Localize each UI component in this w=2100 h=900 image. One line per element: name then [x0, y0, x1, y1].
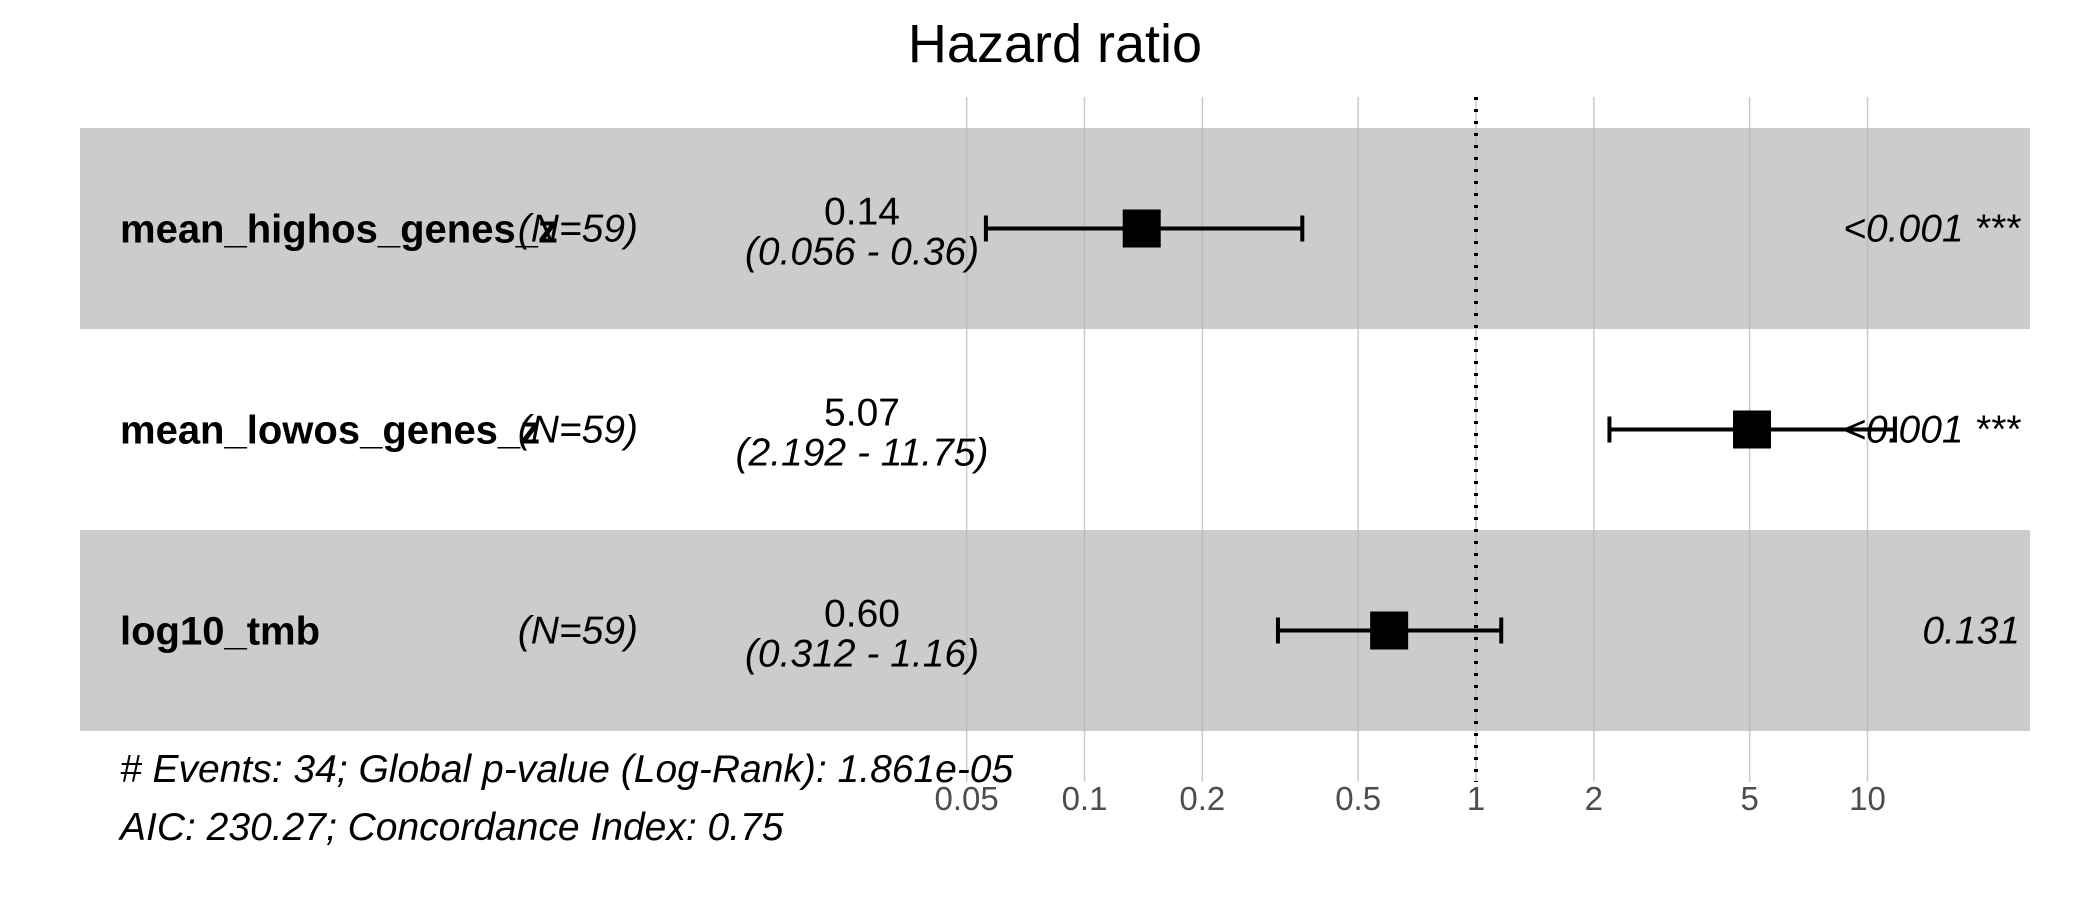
ci-label: (0.312 - 1.16) — [745, 633, 979, 676]
x-tick-label: 0.2 — [1179, 780, 1225, 817]
footnote-aic: AIC: 230.27; Concordance Index: 0.75 — [118, 806, 784, 849]
ci-label: (2.192 - 11.75) — [736, 432, 989, 475]
hr-value: 0.60 — [824, 593, 900, 636]
forest-row: mean_lowos_genes_z(N=59) 5.07(2.192 - 11.… — [120, 392, 2022, 475]
variable-label: mean_lowos_genes_z — [120, 409, 540, 453]
x-tick-label: 2 — [1585, 780, 1603, 817]
n-label: (N=59) — [518, 409, 638, 452]
n-label: (N=59) — [518, 610, 638, 653]
x-tick-label: 10 — [1849, 780, 1886, 817]
p-value: <0.001 *** — [1843, 208, 2022, 251]
hr-marker — [1733, 410, 1772, 449]
variable-label: mean_highos_genes_z — [120, 208, 558, 252]
ci-label: (0.056 - 0.36) — [745, 231, 979, 274]
rows: mean_highos_genes_z(N=59) 0.14(0.056 - 0.… — [120, 191, 2022, 676]
hr-value: 0.14 — [824, 191, 900, 234]
x-tick-label: 5 — [1740, 780, 1758, 817]
footnote-events: # Events: 34; Global p-value (Log-Rank):… — [120, 748, 1014, 791]
forest-row: mean_highos_genes_z(N=59) 0.14(0.056 - 0.… — [120, 191, 2022, 274]
variable-label: log10_tmb — [120, 610, 320, 654]
hr-value: 5.07 — [824, 392, 900, 435]
p-value: 0.131 — [1922, 610, 2020, 653]
forest-row: log10_tmb (N=59) 0.60(0.312 - 1.16) 0.131 — [120, 593, 2020, 676]
x-tick-label: 0.5 — [1335, 780, 1381, 817]
n-label: (N=59) — [518, 208, 638, 251]
x-tick-label: 0.05 — [935, 780, 999, 817]
row-band — [80, 530, 2030, 731]
x-tick-label: 0.1 — [1062, 780, 1108, 817]
x-tick-label: 1 — [1467, 780, 1485, 817]
chart-title: Hazard ratio — [908, 14, 1202, 74]
row-bands — [80, 128, 2030, 731]
hr-marker — [1122, 209, 1161, 248]
hr-marker — [1370, 611, 1409, 650]
x-tick-labels: 0.05 0.1 0.2 0.5 1 2 5 10 — [935, 780, 1886, 817]
